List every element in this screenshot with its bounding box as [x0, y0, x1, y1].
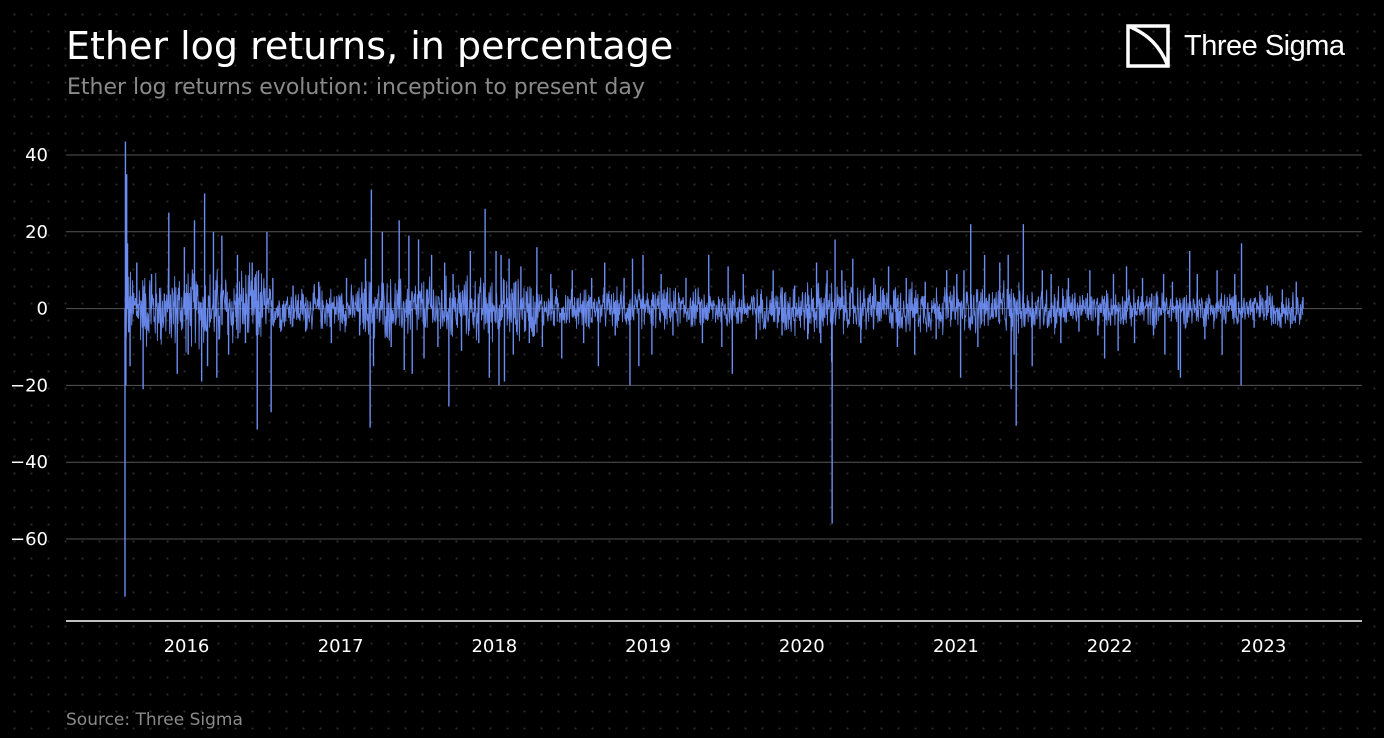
returns-noise-band [124, 262, 1304, 353]
chart-title: Ether log returns, in percentage [66, 24, 674, 68]
chart-subtitle: Ether log returns evolution: inception t… [67, 75, 645, 100]
y-axis-tick-labels: 40 20 0 −20 −40 −60 [10, 145, 48, 550]
x-tick-label: 2021 [933, 636, 979, 657]
y-tick-label: −60 [10, 529, 48, 550]
three-sigma-logo: Three Sigma [1126, 24, 1345, 68]
y-tick-label: 20 [25, 222, 48, 243]
x-tick-label: 2020 [779, 636, 825, 657]
x-tick-label: 2017 [318, 636, 364, 657]
source-note: Source: Three Sigma [66, 710, 243, 730]
y-tick-label: −20 [10, 375, 48, 396]
x-tick-label: 2023 [1241, 636, 1287, 657]
x-tick-label: 2018 [471, 636, 517, 657]
returns-series [124, 141, 1304, 597]
x-tick-label: 2019 [625, 636, 671, 657]
y-tick-label: 40 [25, 145, 48, 166]
logo-text: Three Sigma [1184, 29, 1345, 62]
three-sigma-logo-icon [1126, 24, 1170, 68]
x-tick-label: 2022 [1087, 636, 1133, 657]
x-axis-tick-labels: 2016 2017 2018 2019 2020 2021 2022 2023 [164, 636, 1287, 657]
y-tick-label: 0 [37, 299, 48, 320]
grid-lines [66, 154, 1362, 540]
y-tick-label: −40 [10, 452, 48, 473]
x-tick-label: 2016 [164, 636, 210, 657]
